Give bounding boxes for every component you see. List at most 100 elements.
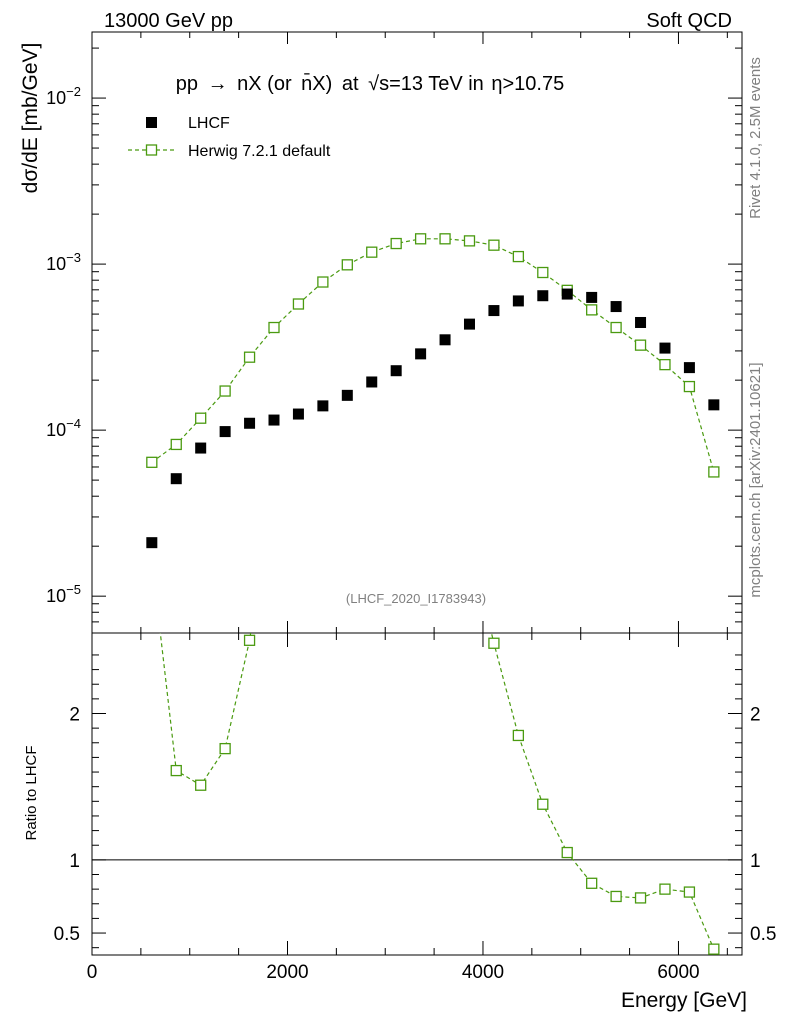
mc-point: [146, 456, 158, 468]
x-tick-labels: 0 2000 4000 6000: [87, 962, 700, 983]
main-y-tick-label: 10−3: [46, 250, 81, 274]
mc-point: [195, 412, 207, 424]
rivet-version-label: Rivet 4.1.0, 2.5M events: [747, 57, 764, 219]
ratio-point: [537, 798, 549, 810]
mc-point: [243, 351, 256, 363]
mc-point: [634, 339, 647, 351]
mc-point: [537, 266, 549, 279]
mc-point: [341, 259, 353, 271]
main-y-tick-label: 10−2: [46, 84, 81, 108]
x-tick-label: 6000: [657, 962, 699, 983]
mc-point: [512, 250, 525, 263]
main-y-tick-label: 10−5: [46, 582, 81, 606]
legend-mc-label: Herwig 7.2.1 default: [188, 143, 331, 160]
data-point: [390, 365, 402, 377]
data-point: [463, 318, 475, 330]
data-point: [708, 399, 720, 411]
x-tick-label: 2000: [266, 962, 308, 983]
legend-data-marker: [146, 117, 157, 128]
beam-label: 13000 GeV pp: [104, 10, 233, 32]
ratio-point: [342, 107, 352, 117]
ratio-point: [391, 148, 401, 158]
data-point: [683, 362, 695, 374]
main-y-tick-labels: 10−5 10−4 10−3 10−2: [46, 84, 81, 606]
ratio-panel-frame: [91, 632, 743, 956]
y-axis-label-main: dσ/dE [mb/GeV]: [19, 43, 42, 194]
data-point: [415, 348, 427, 360]
main-y-tick-label: 10−4: [46, 416, 81, 440]
data-point: [488, 305, 500, 317]
ratio-point: [293, 328, 303, 338]
mc-point: [170, 438, 182, 451]
legend: LHCF Herwig 7.2.1 default: [128, 115, 331, 160]
ratio-point: [440, 407, 450, 417]
data-point: [292, 408, 304, 420]
x-axis-label: Energy [GeV]: [621, 989, 747, 1012]
ratio-y-tick-label-left: 0.5: [54, 924, 80, 945]
ratio-point: [464, 537, 474, 547]
mc-point: [390, 237, 402, 250]
ratio-series-line: [159, 633, 715, 950]
mc-point: [610, 321, 622, 334]
mc-point: [683, 380, 696, 393]
y-axis-label-ratio: Ratio to LHCF: [23, 745, 40, 840]
mc-series-line: [151, 238, 715, 473]
ratio-point: [416, 280, 426, 290]
data-point: [268, 414, 280, 426]
data-point: [586, 291, 598, 303]
ratio-point: [488, 637, 500, 649]
ratio-point: [170, 764, 182, 777]
main-series-layer: [146, 233, 720, 549]
ratio-point: [147, 555, 157, 565]
analysis-id: (LHCF_2020_I1783943): [346, 591, 486, 606]
data-point: [219, 426, 231, 438]
ratio-y-tick-label-right: 0.5: [750, 924, 776, 945]
data-point: [610, 301, 622, 313]
data-point: [244, 417, 256, 429]
ratio-series-layer: [147, 107, 720, 955]
ratio-point: [243, 634, 256, 646]
data-point: [439, 334, 451, 346]
data-point: [366, 376, 378, 388]
mc-point: [586, 304, 598, 316]
mc-point: [439, 233, 451, 245]
mcplots-label: mcplots.cern.ch [arXiv:2401.10621]: [747, 362, 764, 597]
ratio-point: [195, 779, 207, 791]
mc-point: [488, 239, 500, 251]
mc-point: [366, 246, 378, 258]
x-tick-label: 0: [87, 962, 98, 983]
data-point: [561, 288, 573, 300]
mc-point: [659, 358, 671, 371]
plot-title: pp → nX (or n̄X) at √s=13 TeV in η>10.75: [176, 72, 564, 95]
ratio-point: [318, 186, 328, 196]
mc-point: [268, 321, 280, 334]
data-point: [659, 342, 671, 354]
ratio-axis-ticks: [91, 633, 742, 955]
mc-point: [414, 233, 427, 245]
ratio-point: [634, 892, 647, 904]
mc-point: [463, 235, 476, 247]
data-point: [317, 400, 329, 412]
ratio-point: [219, 742, 231, 755]
mc-point: [317, 276, 329, 288]
mc-point: [292, 298, 305, 310]
data-point: [512, 295, 524, 307]
ratio-point: [586, 877, 598, 889]
ratio-point: [512, 729, 525, 742]
ratio-y-tick-labels: 0.5 0.5 1 1 2 2: [54, 705, 777, 946]
data-point: [635, 316, 647, 328]
category-label: Soft QCD: [646, 10, 732, 32]
x-tick-label: 4000: [462, 962, 504, 983]
main-axis-ticks: [91, 32, 742, 634]
mc-point: [708, 466, 720, 478]
ratio-y-tick-label-left: 2: [69, 705, 80, 726]
data-point: [537, 290, 549, 302]
ratio-point: [367, 116, 377, 126]
data-point: [341, 389, 353, 401]
ratio-point: [269, 474, 279, 484]
ratio-y-tick-label-right: 1: [750, 851, 761, 872]
data-point: [170, 473, 182, 485]
ratio-point: [683, 886, 696, 898]
ratio-point: [561, 846, 573, 859]
